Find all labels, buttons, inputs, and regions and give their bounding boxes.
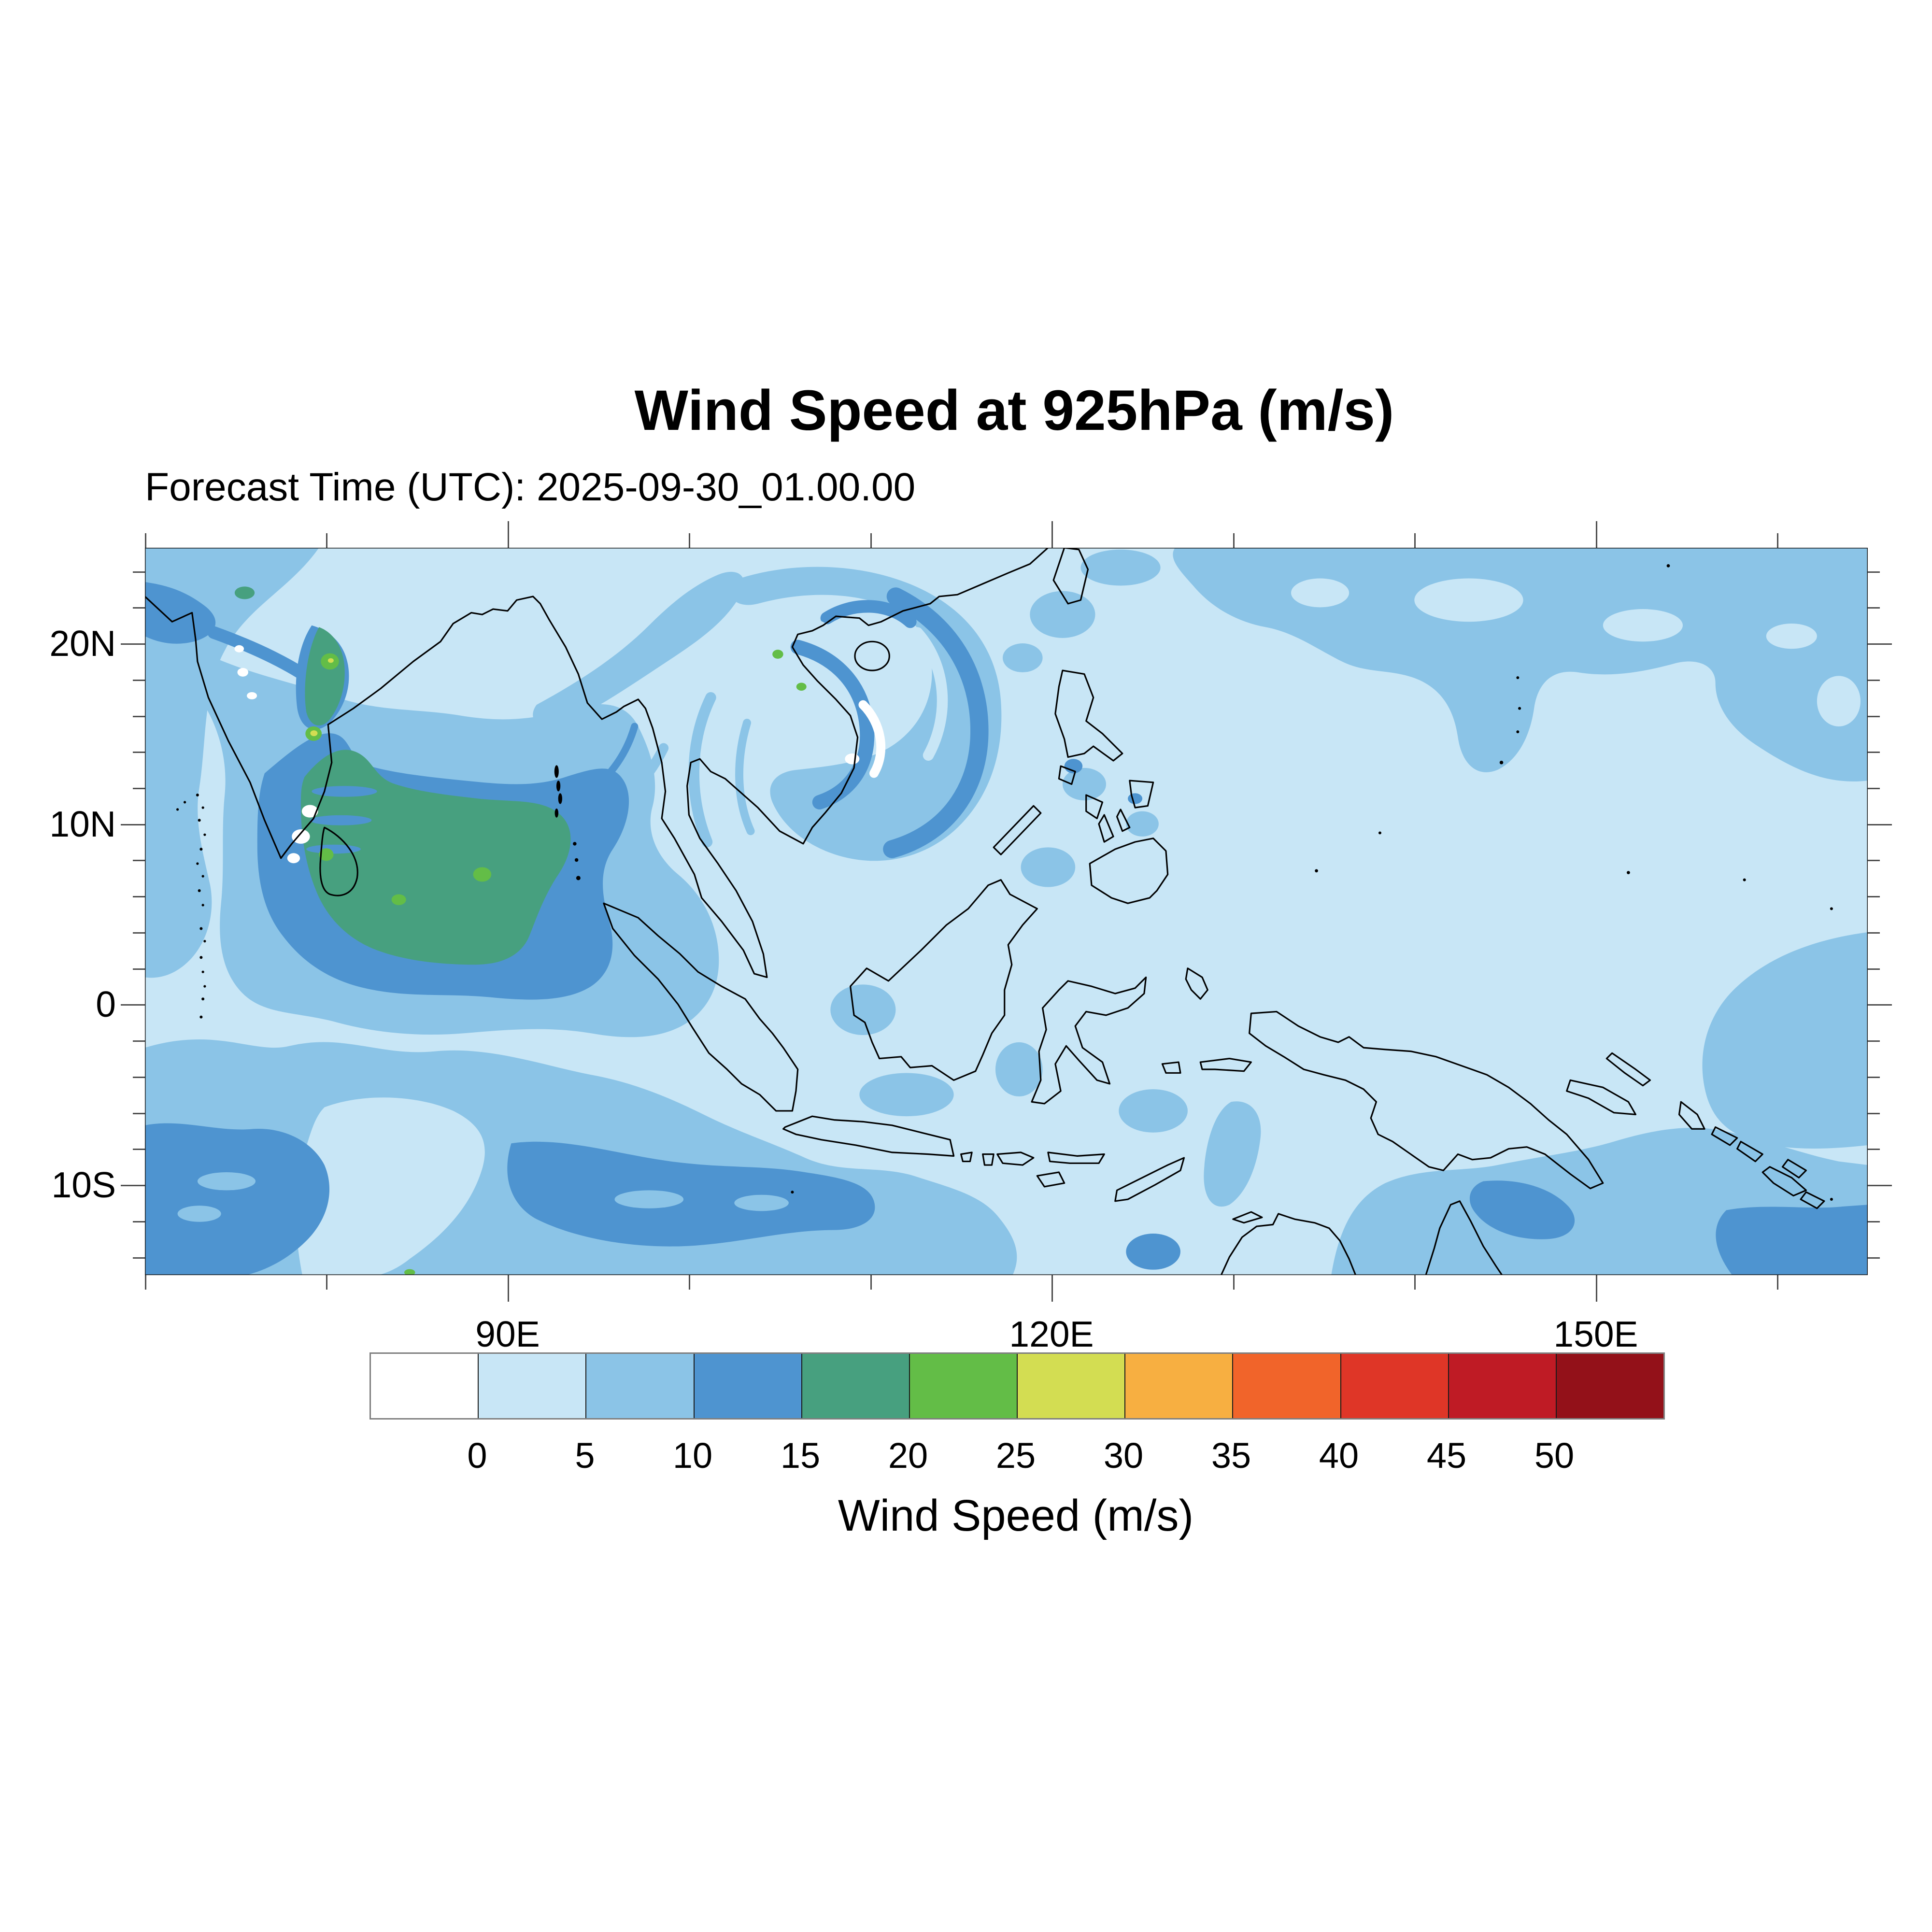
tick-mark bbox=[1868, 1004, 1892, 1006]
colorbar-tick-label: 15 bbox=[780, 1435, 821, 1476]
lon-tick-label: 120E bbox=[1009, 1314, 1094, 1354]
tick-mark bbox=[1868, 643, 1892, 645]
island-dots bbox=[176, 564, 1833, 1201]
lat-tick-label: 10S bbox=[51, 1165, 116, 1205]
tick-mark bbox=[133, 1077, 145, 1078]
tick-mark bbox=[1868, 860, 1880, 861]
tick-mark bbox=[870, 1275, 872, 1290]
tick-mark bbox=[1051, 1275, 1053, 1302]
colorbar-cell bbox=[585, 1354, 694, 1418]
tick-mark bbox=[121, 824, 145, 825]
tick-mark bbox=[870, 533, 872, 548]
tick-mark bbox=[1868, 1257, 1880, 1259]
tick-mark bbox=[133, 1221, 145, 1222]
colorbar-cell bbox=[1232, 1354, 1340, 1418]
chart-title: Wind Speed at 925hPa (m/s) bbox=[634, 379, 1394, 442]
tick-mark bbox=[121, 1004, 145, 1006]
tick-mark bbox=[133, 1040, 145, 1042]
lat-tick-label: 10N bbox=[49, 804, 116, 844]
tick-mark bbox=[1868, 968, 1880, 970]
tick-mark bbox=[1777, 533, 1778, 548]
tick-mark bbox=[1868, 932, 1880, 934]
tick-mark bbox=[1868, 824, 1892, 825]
colorbar-cell bbox=[1017, 1354, 1125, 1418]
colorbar-cell bbox=[1124, 1354, 1233, 1418]
tick-mark bbox=[1868, 1040, 1880, 1042]
colorbar-title: Wind Speed (m/s) bbox=[838, 1491, 1194, 1540]
colorbar-cell bbox=[371, 1354, 478, 1418]
tick-mark bbox=[133, 1149, 145, 1150]
tick-mark bbox=[133, 607, 145, 609]
tick-mark bbox=[1868, 716, 1880, 717]
colorbar-cell bbox=[1555, 1354, 1664, 1418]
tick-mark bbox=[1233, 533, 1235, 548]
tick-mark bbox=[133, 1113, 145, 1114]
lon-tick-label: 90E bbox=[475, 1314, 540, 1354]
tick-mark bbox=[133, 680, 145, 681]
tick-mark bbox=[133, 788, 145, 789]
tick-mark bbox=[1596, 1275, 1597, 1302]
forecast-time-label: Forecast Time (UTC): 2025-09-30_01.00.00 bbox=[145, 465, 916, 509]
colorbar-tick-label: 50 bbox=[1534, 1435, 1575, 1476]
tick-mark bbox=[133, 860, 145, 861]
colorbar-tick-label: 40 bbox=[1319, 1435, 1359, 1476]
tick-mark bbox=[326, 533, 327, 548]
lon-tick-label: 150E bbox=[1553, 1314, 1638, 1354]
colorbar-cell bbox=[1448, 1354, 1556, 1418]
tick-mark bbox=[1414, 533, 1416, 548]
colorbar-cell bbox=[909, 1354, 1017, 1418]
map-plot-area bbox=[145, 548, 1868, 1275]
colorbar-tick-label: 35 bbox=[1211, 1435, 1251, 1476]
lat-tick-label: 0 bbox=[96, 984, 116, 1024]
tick-mark bbox=[1868, 752, 1880, 753]
tick-mark bbox=[145, 533, 146, 548]
colorbar-tick-label: 25 bbox=[995, 1435, 1036, 1476]
tick-mark bbox=[1868, 1149, 1880, 1150]
lat-tick-label: 20N bbox=[49, 623, 116, 664]
tick-mark bbox=[1868, 896, 1880, 897]
tick-mark bbox=[1868, 1221, 1880, 1222]
map-canvas bbox=[145, 548, 1868, 1275]
tick-mark bbox=[326, 1275, 327, 1290]
tick-mark bbox=[1051, 521, 1053, 548]
tick-mark bbox=[508, 521, 509, 548]
colorbar-tick-label: 10 bbox=[672, 1435, 713, 1476]
colorbar-cell bbox=[1340, 1354, 1448, 1418]
tick-mark bbox=[1414, 1275, 1416, 1290]
tick-mark bbox=[1777, 1275, 1778, 1290]
colorbar-cell bbox=[478, 1354, 586, 1418]
colorbar-tick-label: 30 bbox=[1103, 1435, 1144, 1476]
colorbar-tick-label: 0 bbox=[467, 1435, 487, 1476]
colorbar-tick-label: 20 bbox=[888, 1435, 928, 1476]
tick-mark bbox=[133, 968, 145, 970]
tick-mark bbox=[133, 896, 145, 897]
tick-mark bbox=[508, 1275, 509, 1302]
tick-mark bbox=[133, 1257, 145, 1259]
tick-mark bbox=[121, 643, 145, 645]
tick-mark bbox=[133, 932, 145, 934]
colorbar-tick-label: 45 bbox=[1426, 1435, 1467, 1476]
tick-mark bbox=[133, 716, 145, 717]
tick-mark bbox=[145, 1275, 146, 1290]
tick-mark bbox=[1233, 1275, 1235, 1290]
tick-mark bbox=[1868, 788, 1880, 789]
tick-mark bbox=[1868, 680, 1880, 681]
tick-mark bbox=[689, 533, 690, 548]
tick-mark bbox=[1596, 521, 1597, 548]
tick-mark bbox=[1868, 1113, 1880, 1114]
tick-mark bbox=[133, 571, 145, 573]
tick-mark bbox=[1868, 1077, 1880, 1078]
tick-mark bbox=[121, 1185, 145, 1186]
tick-mark bbox=[1868, 571, 1880, 573]
tick-mark bbox=[689, 1275, 690, 1290]
colorbar-tick-label: 5 bbox=[575, 1435, 595, 1476]
tick-mark bbox=[1868, 1185, 1892, 1186]
tick-mark bbox=[133, 752, 145, 753]
tick-mark bbox=[1868, 607, 1880, 609]
colorbar bbox=[369, 1352, 1665, 1420]
colorbar-cell bbox=[801, 1354, 909, 1418]
colorbar-cell bbox=[693, 1354, 801, 1418]
